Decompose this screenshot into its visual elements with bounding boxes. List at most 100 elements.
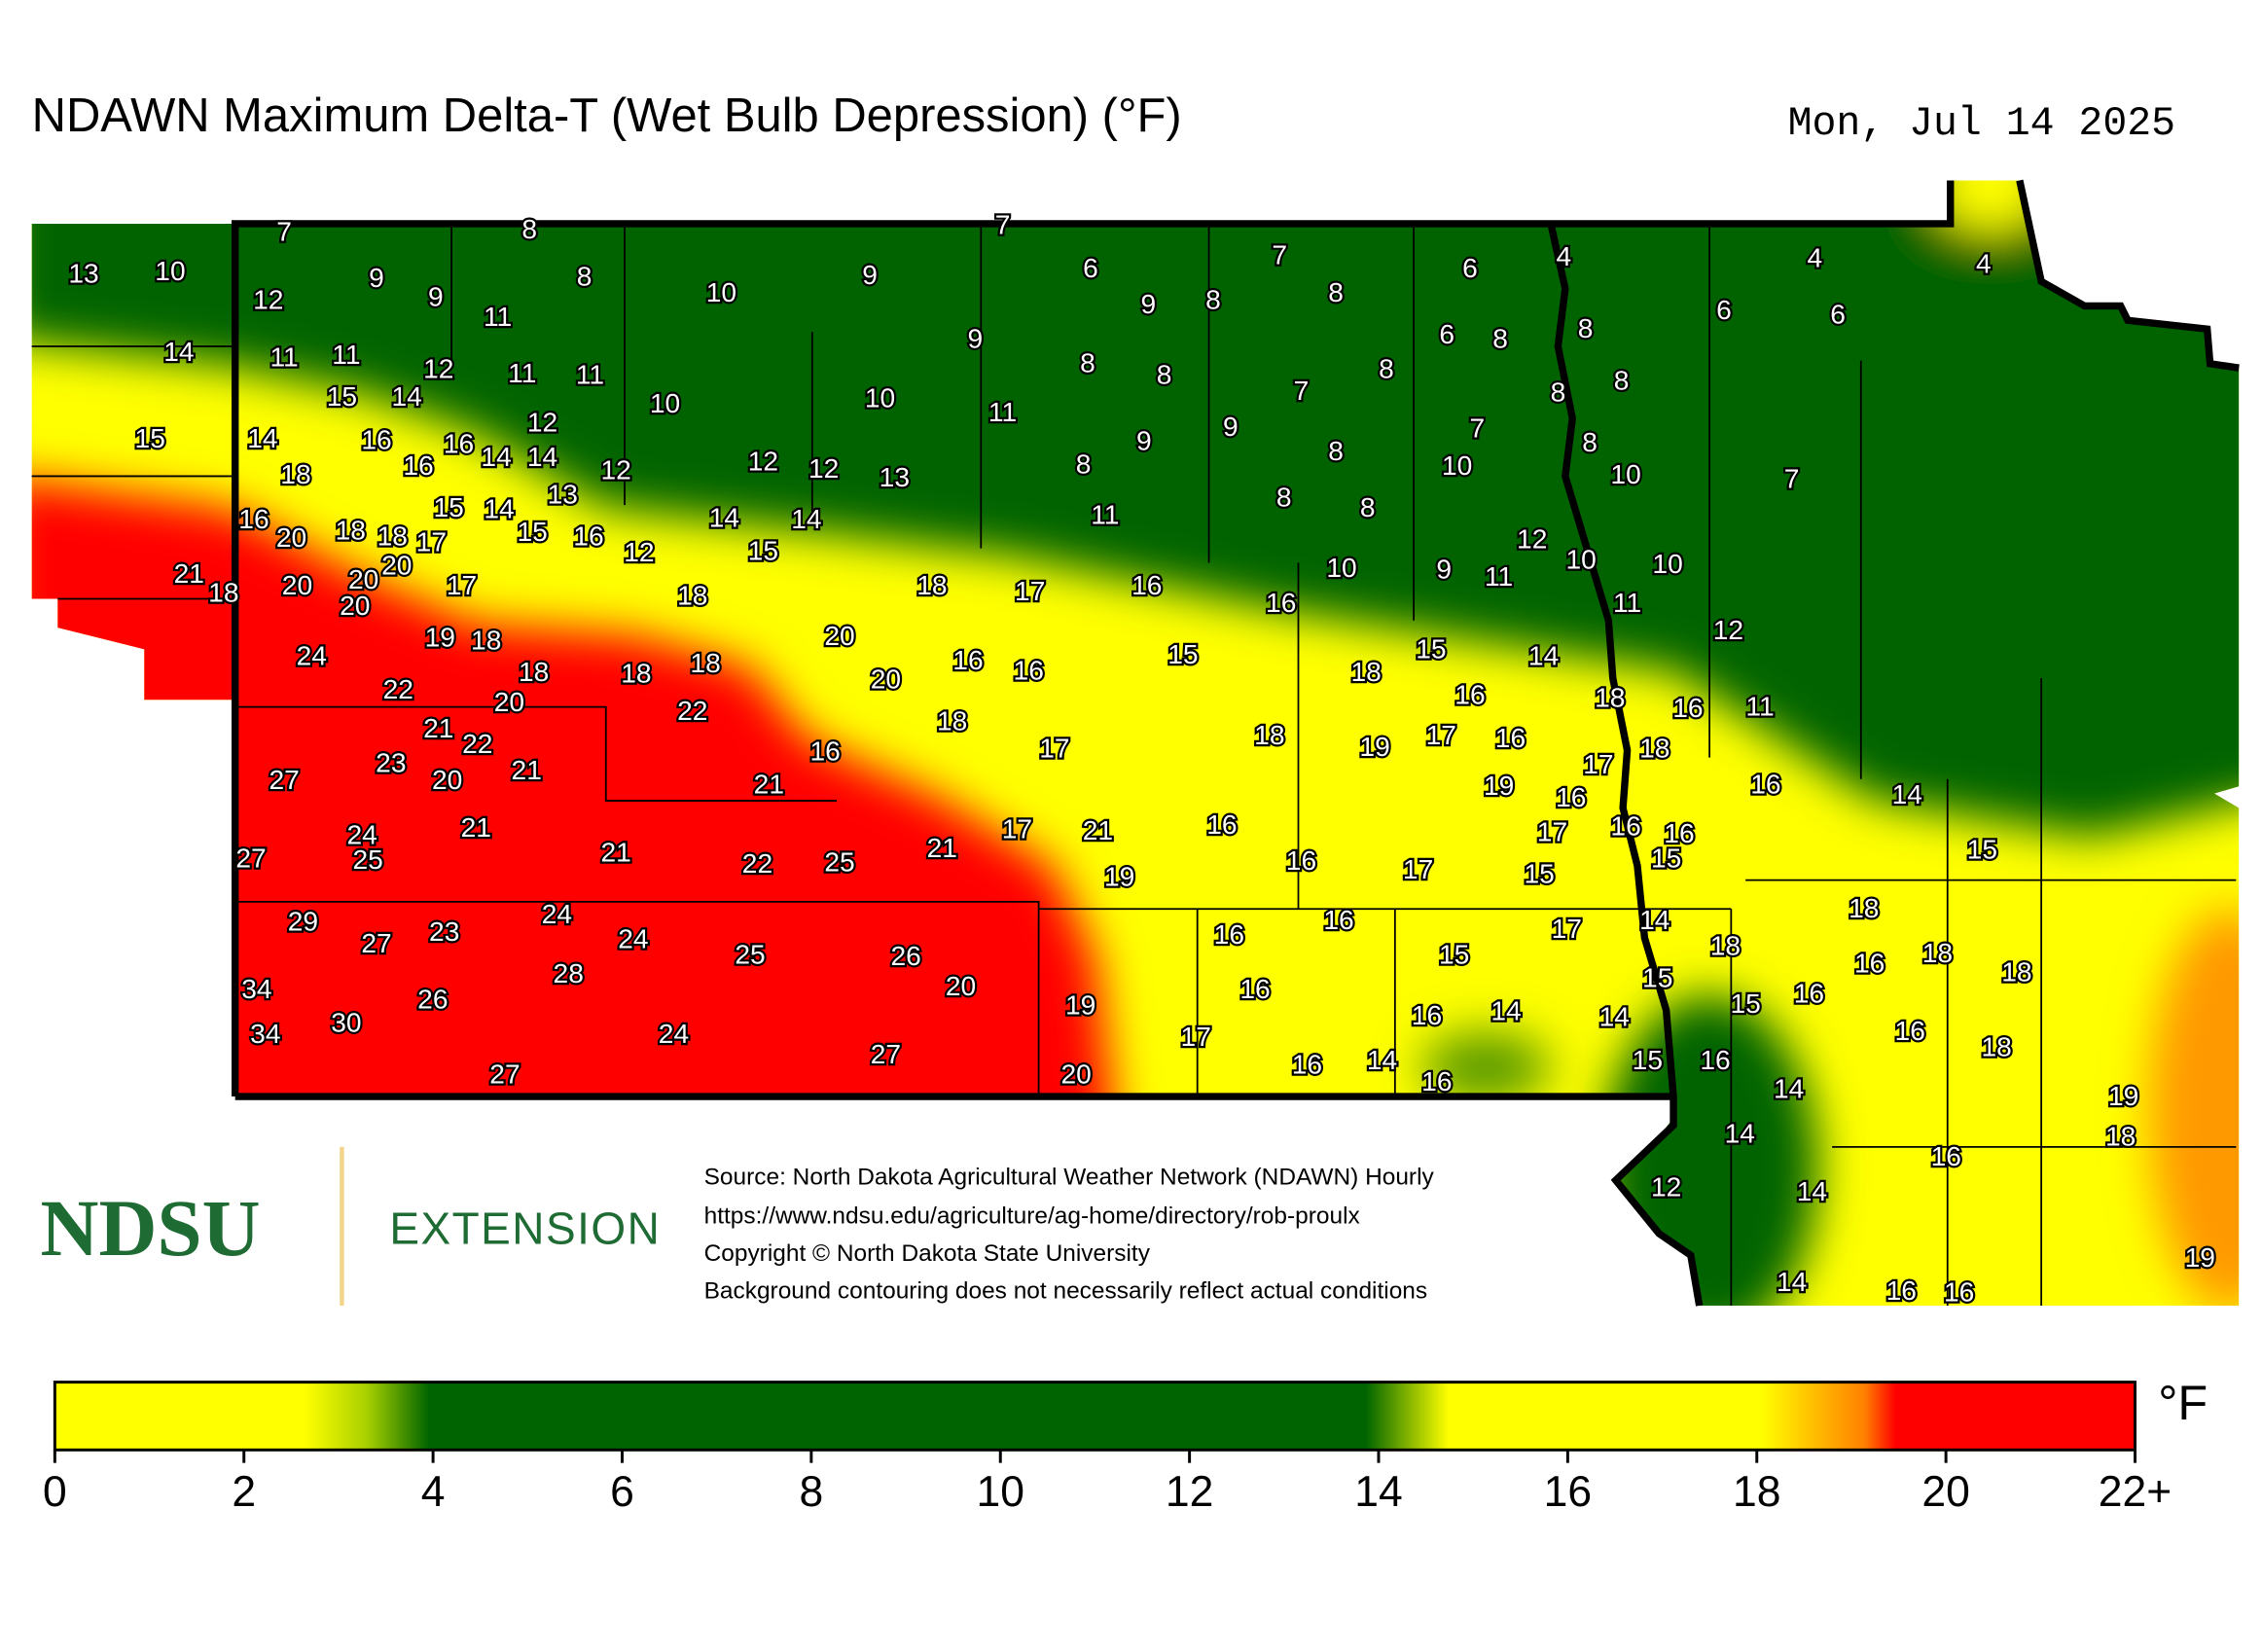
station-value: 16: [1944, 1276, 1974, 1308]
station-value: 17: [416, 526, 447, 557]
station-value: 10: [865, 381, 895, 413]
station-value: 9: [968, 322, 984, 353]
station-value: 12: [1517, 523, 1547, 555]
station-value: 16: [1421, 1065, 1452, 1096]
station-value: 20: [276, 521, 306, 553]
station-value: 6: [1716, 294, 1732, 325]
map-title: NDAWN Maximum Delta-T (Wet Bulb Depressi…: [32, 90, 1182, 142]
station-value: 7: [1470, 412, 1486, 443]
station-value: 19: [2108, 1080, 2138, 1111]
station-value: 26: [417, 984, 448, 1015]
station-value: 16: [1610, 810, 1640, 842]
station-value: 12: [527, 406, 557, 437]
station-value: 18: [1849, 892, 1879, 923]
station-value: 6: [1830, 298, 1846, 329]
station-value: 18: [916, 569, 947, 600]
station-value: 16: [1794, 978, 1824, 1009]
station-value: 16: [444, 428, 474, 459]
station-value: 18: [1922, 937, 1953, 968]
station-value: 13: [880, 461, 910, 492]
station-value: 16: [1750, 769, 1780, 800]
station-value: 19: [2185, 1241, 2215, 1273]
station-value: 18: [519, 656, 549, 687]
station-value: 16: [1131, 569, 1162, 600]
station-value: 7: [1784, 462, 1800, 493]
station-value: 18: [1254, 719, 1284, 750]
station-value: 11: [1613, 587, 1641, 618]
station-value: 16: [1323, 904, 1353, 935]
colorbar-tick-label: 8: [799, 1468, 823, 1516]
colorbar-tick-label: 20: [1921, 1468, 1969, 1516]
colorbar-ticks: 0 2 4 6 8 10 12 14 16 18 20 22+: [43, 1450, 2172, 1516]
station-value: 11: [1745, 691, 1774, 722]
colorbar-unit: °F: [2158, 1375, 2208, 1430]
station-value: 17: [1181, 1021, 1211, 1052]
station-value: 26: [891, 940, 921, 971]
station-value: 14: [1639, 904, 1670, 935]
station-value: 6: [1462, 252, 1478, 283]
station-value: 14: [791, 503, 821, 534]
station-value: 17: [1537, 816, 1567, 847]
station-value: 12: [808, 452, 839, 484]
station-value: 16: [1495, 722, 1526, 753]
station-value: 10: [1610, 458, 1640, 489]
station-value: 14: [1599, 1000, 1630, 1031]
station-value: 23: [376, 746, 406, 777]
station-value: 16: [361, 423, 391, 454]
station-value: 15: [1642, 961, 1672, 992]
station-value: 16: [1895, 1015, 1925, 1046]
station-value: 14: [1725, 1117, 1755, 1148]
station-value: 8: [1205, 283, 1221, 314]
source-line: Copyright © North Dakota State Universit…: [704, 1240, 1151, 1267]
station-value: 27: [361, 927, 391, 958]
station-value: 16: [1412, 999, 1442, 1030]
station-value: 17: [1002, 813, 1032, 844]
station-value: 6: [1083, 252, 1098, 283]
station-value: 14: [709, 501, 739, 532]
station-value: 7: [995, 208, 1011, 239]
station-value: 15: [1967, 833, 1997, 864]
station-value: 4: [1556, 240, 1571, 271]
station-value: 15: [517, 516, 547, 547]
station-value: 12: [600, 453, 630, 485]
station-value: 15: [1167, 638, 1198, 669]
station-value: 14: [1774, 1073, 1804, 1104]
station-value: 16: [1266, 587, 1296, 618]
station-value: 15: [1416, 632, 1446, 664]
station-value: 14: [481, 441, 511, 472]
station-value: 13: [548, 479, 578, 510]
station-value: 17: [1403, 853, 1433, 884]
station-value: 8: [1360, 491, 1376, 522]
station-value: 16: [1556, 781, 1586, 812]
station-value: 16: [1672, 692, 1703, 723]
station-value: 12: [748, 446, 778, 477]
station-value: 10: [1565, 543, 1596, 574]
station-value: 22: [462, 728, 492, 759]
station-value: 11: [1485, 560, 1513, 592]
station-value: 34: [250, 1018, 280, 1049]
station-value: 17: [1426, 719, 1456, 750]
station-value: 16: [1206, 808, 1237, 840]
colorbar-tick-label: 14: [1354, 1468, 1402, 1516]
station-value: 20: [282, 569, 312, 600]
station-value: 19: [1065, 989, 1095, 1021]
colorbar-tick-label: 6: [610, 1468, 634, 1516]
colorbar-tick-label: 2: [232, 1468, 256, 1516]
colorbar-tick-label: 12: [1166, 1468, 1213, 1516]
station-value: 6: [1439, 318, 1454, 349]
station-value: 25: [735, 939, 765, 970]
station-value: 13: [68, 258, 98, 289]
station-value: 8: [1328, 276, 1344, 307]
station-value: 17: [1039, 733, 1069, 764]
station-value: 18: [690, 647, 720, 678]
station-value: 18: [621, 657, 651, 688]
source-line: Background contouring does not necessari…: [704, 1278, 1428, 1305]
station-value: 18: [336, 515, 366, 546]
station-value: 14: [1777, 1266, 1807, 1297]
station-value: 16: [1886, 1275, 1917, 1306]
station-value: 19: [1484, 770, 1514, 801]
station-value: 14: [1367, 1044, 1397, 1075]
station-value: 16: [1214, 918, 1244, 950]
colorbar-tick-label: 10: [977, 1468, 1024, 1516]
